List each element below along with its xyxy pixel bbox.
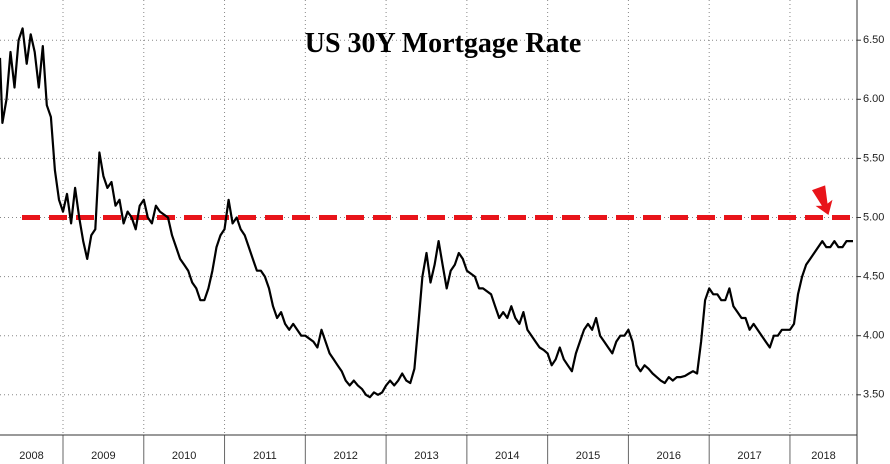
- y-tick-label: 5.50: [863, 152, 884, 164]
- chart-title: US 30Y Mortgage Rate: [305, 28, 582, 59]
- data-line: [0, 27, 853, 399]
- y-tick-label: 6.50: [863, 34, 884, 46]
- x-tick-label: 2013: [414, 450, 438, 462]
- x-tick-label: 2010: [172, 450, 196, 462]
- y-tick-label: 6.00: [863, 93, 884, 105]
- x-tick-label: 2008: [19, 450, 43, 462]
- y-tick-label: 5.00: [863, 211, 884, 223]
- x-tick-label: 2009: [91, 450, 115, 462]
- x-tick-label: 2015: [576, 450, 600, 462]
- x-tick-label: 2014: [495, 450, 519, 462]
- x-tick-label: 2011: [253, 450, 277, 462]
- x-tick-label: 2012: [333, 450, 357, 462]
- y-tick-label: 4.00: [863, 330, 884, 342]
- arrow: [811, 185, 833, 216]
- x-tick-label: 2016: [657, 450, 681, 462]
- y-tick-label: 3.50: [863, 389, 884, 401]
- x-tick-label: 2018: [811, 450, 835, 462]
- x-tick-label: 2017: [737, 450, 761, 462]
- y-tick-label: 4.50: [863, 271, 884, 283]
